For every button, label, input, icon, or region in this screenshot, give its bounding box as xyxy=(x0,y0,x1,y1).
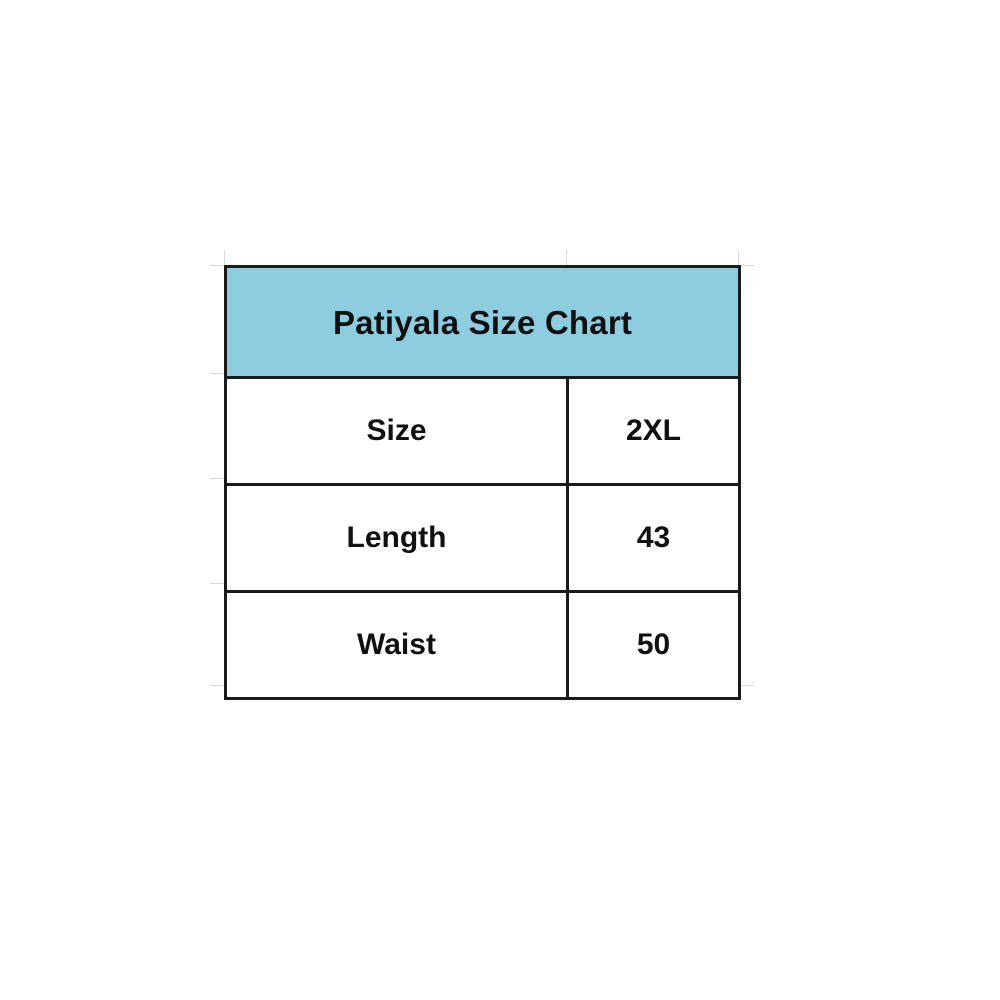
row-label-size: Size xyxy=(224,376,569,486)
row-value-length: 43 xyxy=(566,483,741,593)
table-row: Length 43 xyxy=(224,483,741,593)
cell-label: Size xyxy=(366,414,427,447)
gridline-stub-row3-left xyxy=(210,583,226,584)
gridline-stub-row4-left xyxy=(210,685,226,686)
size-chart-table: Patiyala Size Chart Size 2XL Length 43 xyxy=(224,265,741,700)
gridline-stub-row0-left xyxy=(210,265,226,266)
table-row: Size 2XL xyxy=(224,376,741,486)
row-value-waist: 50 xyxy=(566,590,741,700)
cell-value: 2XL xyxy=(625,414,682,447)
row-value-size: 2XL xyxy=(566,376,741,486)
cell-label: Length xyxy=(346,521,447,554)
table-row: Waist 50 xyxy=(224,590,741,700)
gridline-stub-row2-left xyxy=(210,478,226,479)
gridline-stub-left-top xyxy=(224,250,225,266)
row-label-length: Length xyxy=(224,483,569,593)
row-label-waist: Waist xyxy=(224,590,569,700)
table-header-row: Patiyala Size Chart xyxy=(224,265,741,379)
gridline-stub-row4-right xyxy=(738,685,754,686)
chart-title-cell: Patiyala Size Chart xyxy=(224,265,741,379)
page-title: Patiyala Size Chart xyxy=(332,303,633,341)
cell-value: 43 xyxy=(636,521,671,554)
cell-value: 50 xyxy=(636,628,671,661)
gridline-stub-mid-top xyxy=(566,250,567,266)
gridline-stub-row1-left xyxy=(210,373,226,374)
gridline-stub-row0-right xyxy=(738,265,754,266)
cell-label: Waist xyxy=(357,628,436,661)
gridline-stub-right-top xyxy=(738,250,739,266)
